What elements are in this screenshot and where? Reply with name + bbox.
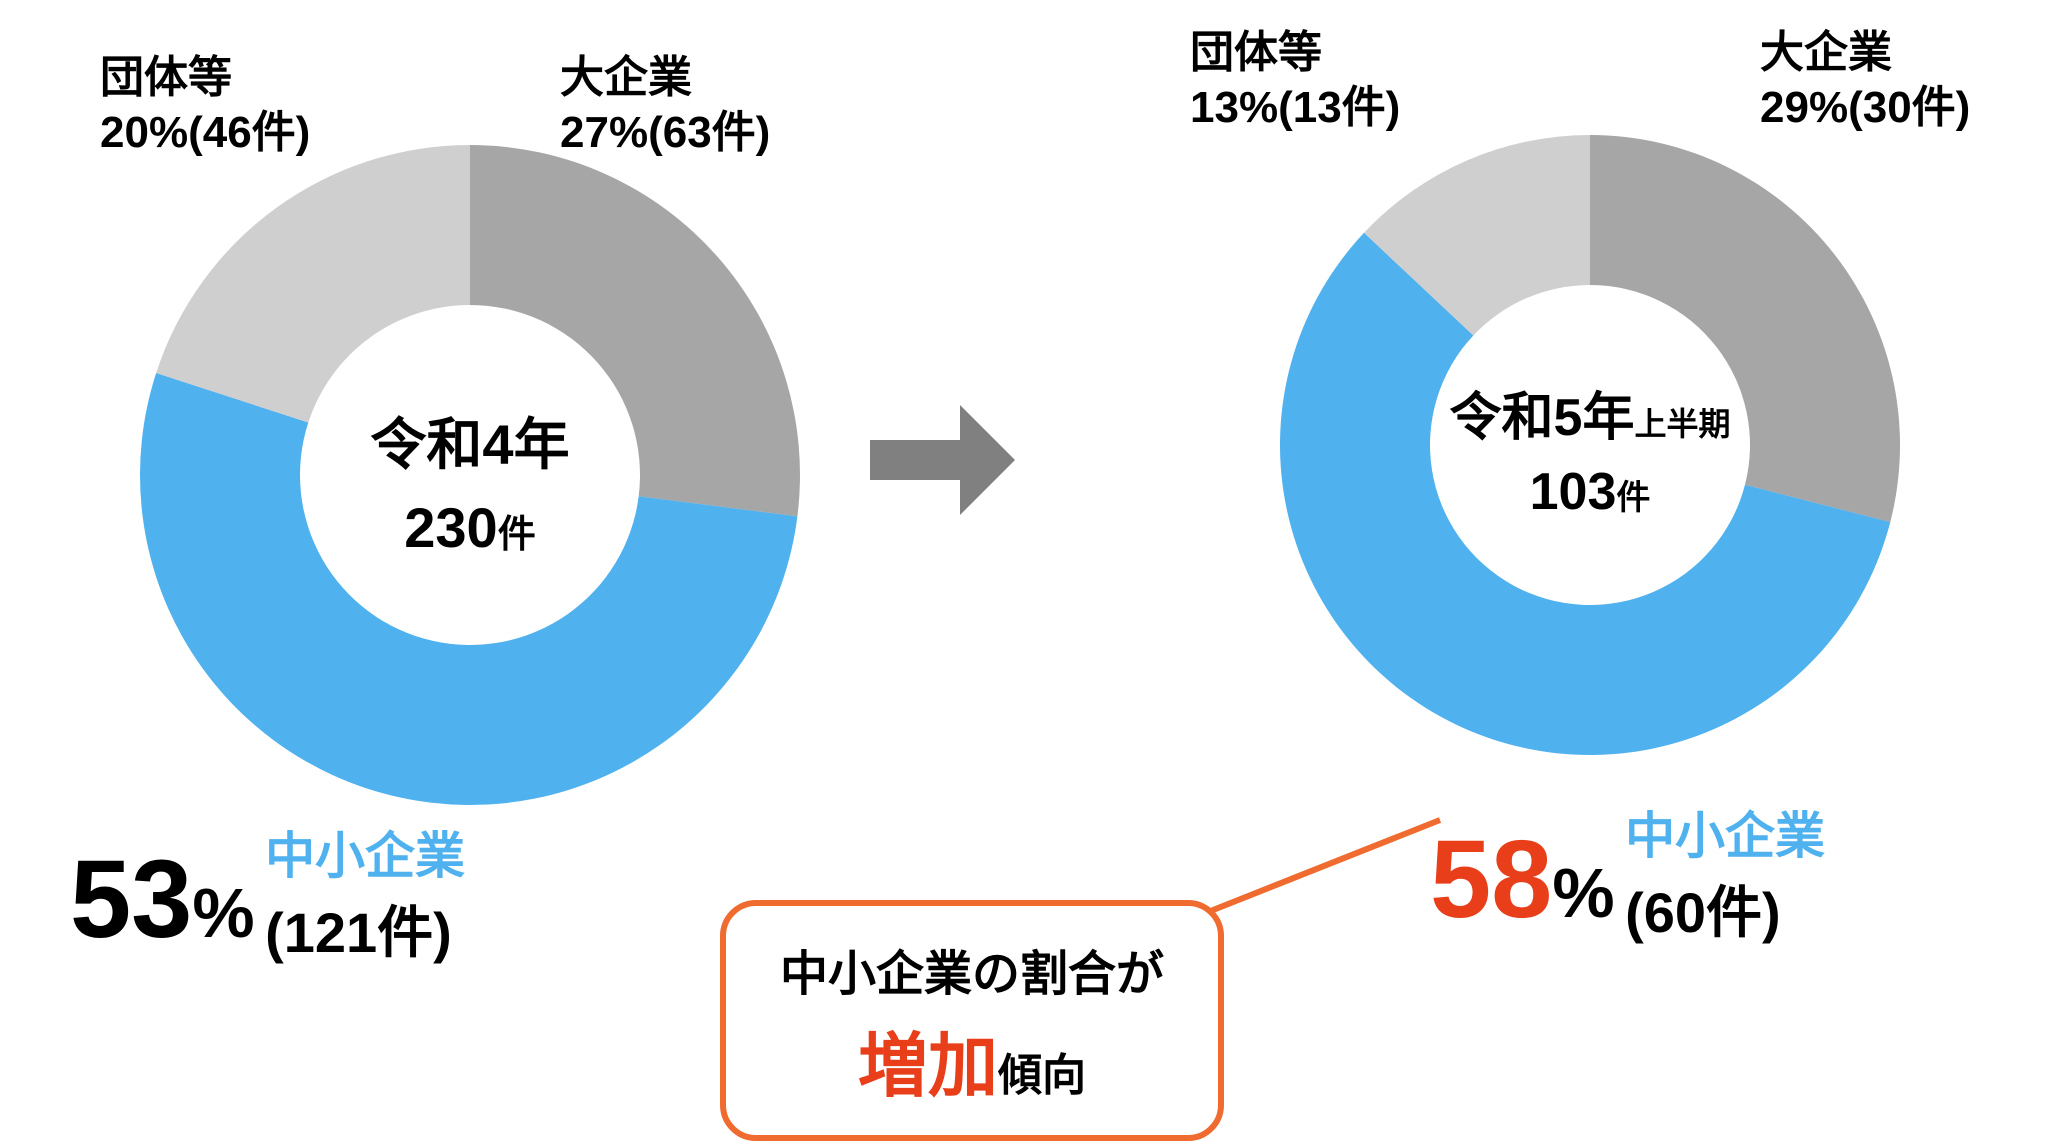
right-label-org: 団体等 13%(13件): [1190, 25, 1400, 135]
arrow-shaft: [870, 440, 960, 480]
stage: 団体等 20%(46件) 大企業 27%(63件) 令和4年 230件 53% …: [0, 0, 2061, 1123]
left-center-count-unit: 件: [498, 514, 536, 556]
slice-org: [156, 145, 470, 422]
left-label-org-line1: 団体等: [100, 50, 310, 105]
left-sme-block: 53% 中小企業 (121件): [70, 810, 465, 963]
right-label-large-line2: 29%(30件): [1760, 80, 1970, 135]
right-sme-block: 58% 中小企業 (60件): [1430, 790, 1825, 943]
left-sme-pct-num: 53: [70, 838, 192, 961]
callout-line1: 中小企業の割合が: [780, 934, 1164, 1004]
right-sme-paren: (60件): [1625, 868, 1825, 949]
callout-line2: 増加傾向: [780, 1010, 1164, 1111]
left-label-org: 団体等 20%(46件): [100, 50, 310, 160]
callout-line2-rest: 傾向: [998, 1051, 1086, 1100]
left-label-large: 大企業 27%(63件): [560, 50, 770, 160]
right-center-count-unit: 件: [1616, 479, 1650, 517]
right-sme-pct-sign: %: [1552, 854, 1614, 932]
callout-box: 中小企業の割合が 増加傾向: [720, 900, 1224, 1141]
right-center: 令和5年上半期 103件: [1415, 375, 1765, 522]
right-label-org-line1: 団体等: [1190, 25, 1400, 80]
left-sme-pct-sign: %: [192, 874, 254, 952]
left-center: 令和4年 230件: [305, 400, 635, 560]
left-sme-paren: (121件): [265, 888, 465, 969]
right-center-title-sub: 上半期: [1634, 406, 1730, 442]
left-center-count: 230件: [305, 495, 635, 560]
arrow-head-icon: [960, 405, 1015, 515]
left-center-title-main: 令和4年: [370, 413, 569, 476]
left-label-large-line1: 大企業: [560, 50, 770, 105]
right-label-org-line2: 13%(13件): [1190, 80, 1400, 135]
right-center-title: 令和5年上半期: [1415, 375, 1765, 450]
left-label-org-line2: 20%(46件): [100, 105, 310, 160]
right-center-title-main: 令和5年: [1450, 389, 1635, 447]
right-label-large-line1: 大企業: [1760, 25, 1970, 80]
right-center-count: 103件: [1415, 462, 1765, 522]
right-label-large: 大企業 29%(30件): [1760, 25, 1970, 135]
left-label-large-line2: 27%(63件): [560, 105, 770, 160]
right-center-count-num: 103: [1530, 463, 1617, 521]
left-center-count-num: 230: [404, 496, 497, 559]
left-center-title: 令和4年: [305, 400, 635, 481]
right-sme-name: 中小企業: [1625, 796, 1825, 868]
left-sme-name: 中小企業: [265, 816, 465, 888]
callout-line2-big: 増加: [858, 1027, 998, 1105]
